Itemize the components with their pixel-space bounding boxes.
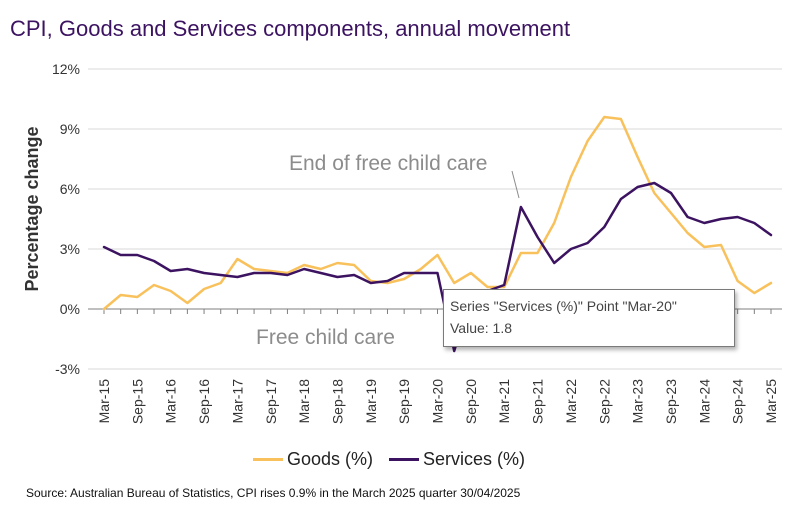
x-tick-label: Mar-20 [430,379,446,424]
legend-swatch-services [389,458,420,461]
legend-label-goods: Goods (%) [287,449,374,469]
x-tick-label: Mar-24 [696,379,712,424]
x-tick-label: Sep-23 [663,379,679,424]
x-tick-label: Mar-19 [363,379,379,424]
y-tick-label: 9% [60,121,80,137]
y-axis-title: Percentage change [22,126,42,291]
annotation-free-child-care: Free child care [256,326,395,349]
legend-label-services: Services (%) [423,449,526,469]
x-tick-label: Sep-20 [463,379,479,424]
x-tick-label: Sep-15 [129,379,145,424]
x-tick-label: Sep-18 [329,379,345,424]
tooltip-series-point: Series "Services (%)" Point "Mar-20" [450,298,677,314]
y-tick-label: 12% [52,61,80,77]
legend-item-goods[interactable]: Goods (%) [253,449,373,470]
annotation-leader-end [511,170,520,199]
chart-title: CPI, Goods and Services components, annu… [10,16,571,41]
goods-series-line[interactable] [102,115,773,311]
y-tick-label: -3% [55,361,80,377]
x-tick-label: Sep-17 [263,379,279,424]
x-tick-labels: Mar-15 Sep-15 Mar-16 Sep-16 Mar-17 Sep-17 Mar-… [96,379,779,424]
x-tick-label: Sep-24 [730,379,746,424]
y-tick-label: 3% [60,241,80,257]
x-tick-label: Sep-22 [596,379,612,424]
legend: Goods (%) Services (%) [253,449,525,470]
x-tick-label: Mar-21 [496,379,512,424]
x-tick-label: Mar-23 [630,379,646,424]
y-tick-labels: 12% 9% 6% 3% 0% -3% [52,61,80,377]
data-tooltip: Series "Services (%)" Point "Mar-20" Val… [443,289,735,347]
x-tick-label: Sep-19 [396,379,412,424]
x-tick-label: Sep-21 [530,379,546,424]
tooltip-value: Value: 1.8 [450,320,513,336]
x-tick-label: Mar-16 [163,379,179,424]
x-tick-label: Mar-15 [96,379,112,424]
legend-swatch-goods [253,458,283,461]
source-note: Source: Australian Bureau of Statistics,… [26,486,521,500]
series-lines [102,115,773,353]
x-tick-label: Mar-25 [763,379,779,424]
services-series-line[interactable] [102,181,773,353]
x-tick-label: Mar-22 [563,379,579,424]
legend-item-services[interactable]: Services (%) [389,449,525,470]
x-tick-label: Sep-16 [196,379,212,424]
annotation-end-of-free-child-care: End of free child care [289,152,487,175]
x-tick-label: Mar-18 [296,379,312,424]
x-tick-label: Mar-17 [229,379,245,424]
y-tick-label: 0% [60,301,80,317]
y-tick-label: 6% [60,181,80,197]
